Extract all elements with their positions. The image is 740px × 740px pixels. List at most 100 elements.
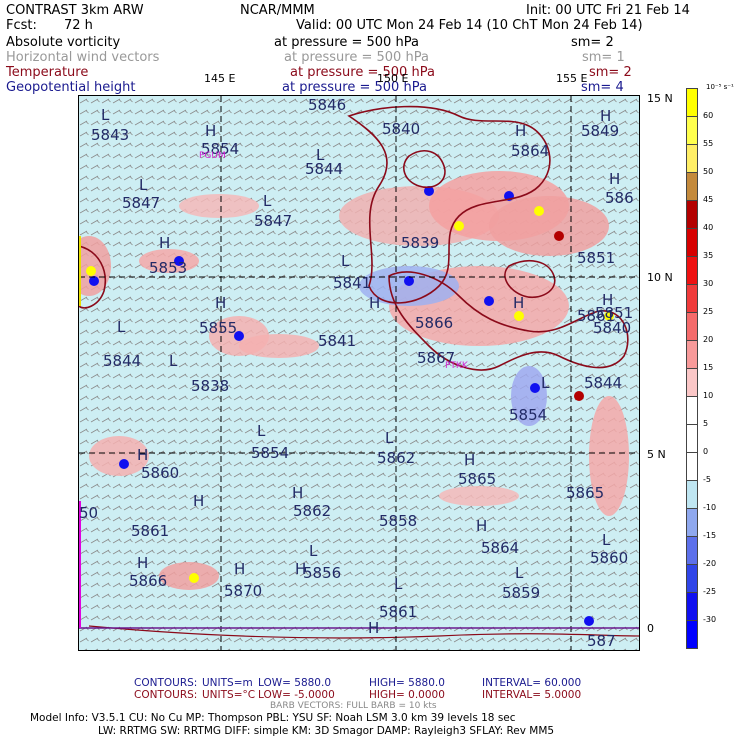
height-contour-label: 5862	[377, 449, 416, 467]
lat-lon-grid	[79, 96, 639, 650]
height-contour-label: 5847	[122, 194, 161, 212]
height-contour-label: 5866	[129, 572, 168, 590]
colorbar-label: 40	[703, 223, 714, 232]
vorticity-core	[604, 311, 614, 321]
colorbar-swatch	[686, 620, 698, 649]
height-contour-label: 5840	[593, 319, 632, 337]
lon-label-145: 145 E	[204, 72, 236, 85]
field-name-wind: Horizontal wind vectors	[6, 50, 160, 65]
map-graphics	[79, 96, 639, 650]
vorticity-core	[234, 331, 244, 341]
colorbar-label: 50	[703, 167, 714, 176]
height-contour-label: 5853	[149, 259, 188, 277]
low-pressure-marker: L	[257, 422, 266, 440]
lat-label-15n: 15 N	[647, 92, 673, 105]
temp-contour-f	[88, 625, 639, 639]
high-pressure-marker: H	[515, 122, 527, 140]
high-pressure-marker: H	[137, 554, 149, 572]
height-contour-label: 5865	[458, 470, 497, 488]
colorbar-swatch	[686, 340, 698, 369]
footer-contours-1-interval: INTERVAL= 60.000	[482, 677, 582, 689]
height-contour-label: 5846	[308, 96, 347, 114]
height-contour-label: 5844	[584, 374, 623, 392]
height-contour-label: 5838	[191, 377, 230, 395]
colorbar-label: 20	[703, 335, 714, 344]
colorbar-label: -30	[703, 615, 717, 624]
vorticity-core	[89, 276, 99, 286]
vorticity-blob	[139, 249, 199, 273]
high-pressure-marker: H	[513, 294, 525, 312]
field-level-temperature: at pressure = 500 hPa	[290, 65, 435, 80]
colorbar-label: 60	[703, 111, 714, 120]
vorticity-blob	[489, 196, 609, 256]
low-pressure-marker: L	[394, 575, 403, 593]
high-pressure-marker: H	[205, 122, 217, 140]
high-pressure-marker: H	[193, 492, 205, 510]
high-pressure-marker: H	[369, 294, 381, 312]
height-contour-label: 5859	[502, 584, 541, 602]
height-contour-label: 5854	[509, 406, 548, 424]
vorticity-core	[424, 186, 434, 196]
height-contour-label: 5860	[141, 464, 180, 482]
colorbar-swatch	[686, 508, 698, 537]
temp-contour-d	[504, 260, 556, 298]
colorbar-swatch	[686, 424, 698, 453]
lat-label-10n: 10 N	[647, 271, 673, 284]
colorbar-unit: 10⁻⁵ s⁻¹	[706, 83, 734, 91]
footer-contours-1-high: HIGH= 5880.0	[369, 677, 445, 689]
colorbar-label: -10	[703, 503, 717, 512]
colorbar-swatch	[686, 200, 698, 229]
colorbar-swatch	[686, 536, 698, 565]
height-contour-label: 5856	[303, 564, 342, 582]
colorbar-swatch	[686, 172, 698, 201]
field-level-vorticity: at pressure = 500 hPa	[274, 35, 419, 50]
footer-contours-1-units: UNITS=m	[202, 677, 253, 689]
model-title: CONTRAST 3km ARW	[6, 3, 144, 18]
colorbar-swatch	[686, 228, 698, 257]
height-contour-label: 5855	[199, 319, 238, 337]
footer-model-info-1: Model Info: V3.5.1 CU: No Cu MP: Thompso…	[30, 712, 516, 724]
vorticity-blob	[239, 334, 319, 358]
height-contour-label: 586	[605, 189, 634, 207]
height-contour-label: 5854	[251, 444, 290, 462]
wind-barb-field	[79, 96, 639, 650]
field-sm-height: sm= 4	[581, 80, 624, 95]
colorbar-swatch	[686, 564, 698, 593]
height-contour-label: 5867	[417, 349, 456, 367]
colorbar-swatch	[686, 284, 698, 313]
station-label-ptkk: PTKK	[445, 361, 468, 371]
temperature-contours	[79, 105, 639, 639]
high-pressure-marker: H	[476, 517, 488, 535]
vorticity-core	[119, 459, 129, 469]
height-contour-label: 5844	[305, 160, 344, 178]
vorticity-core	[454, 221, 464, 231]
temp-contour-c	[403, 150, 446, 188]
colorbar-label: 10	[703, 391, 714, 400]
colorbar-swatch	[686, 312, 698, 341]
height-contour-label: 5847	[254, 212, 293, 230]
vorticity-field	[79, 171, 629, 626]
vorticity-blob	[511, 366, 547, 426]
height-contour-label: 5841	[318, 332, 357, 350]
height-contour-label: 5861	[577, 307, 616, 325]
forecast-map: 5843 5854 5846 5840 5849 5844 5864 5847 5847 586 5…	[78, 95, 640, 651]
height-contour-label: 5849	[581, 122, 620, 140]
colorbar-swatch	[686, 592, 698, 621]
high-pressure-marker: H	[600, 107, 612, 125]
height-contour-label: 5840	[382, 120, 421, 138]
high-pressure-marker: H	[215, 294, 227, 312]
footer-contours-2-units: UNITS=°C	[202, 689, 256, 701]
height-contour-label: 5861	[379, 603, 418, 621]
low-pressure-marker: L	[263, 192, 272, 210]
high-pressure-marker: H	[464, 451, 476, 469]
vorticity-core	[584, 616, 594, 626]
height-contour-label: 5854	[201, 140, 240, 158]
vorticity-blob	[179, 194, 259, 218]
footer-contours-2-label: CONTOURS:	[134, 689, 198, 701]
high-pressure-marker: H	[292, 484, 304, 502]
low-pressure-marker: L	[341, 252, 350, 270]
vorticity-core	[530, 383, 540, 393]
lat-label-0: 0	[647, 622, 654, 635]
temp-contour-e	[79, 245, 106, 309]
height-contour-label: 5864	[481, 539, 520, 557]
